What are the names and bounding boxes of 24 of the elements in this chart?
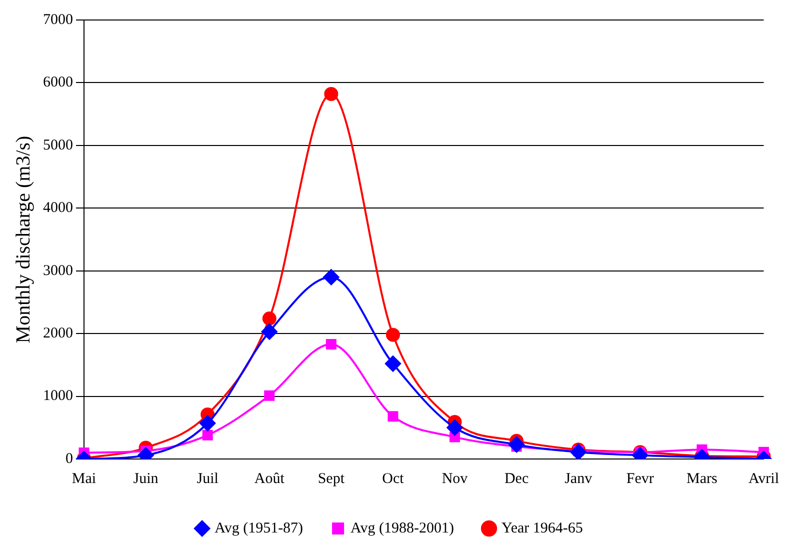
x-tick-label: Fevr: [626, 470, 654, 487]
legend-label: Year 1964-65: [502, 520, 583, 536]
y-tick-label: 6000: [43, 74, 73, 91]
x-tick-label: Sept: [318, 470, 346, 487]
x-tick-label: Janv: [564, 470, 593, 487]
y-tick-label: 4000: [43, 200, 73, 216]
x-tick-label: Août: [254, 470, 286, 487]
x-tick-label: Dec: [504, 470, 529, 487]
x-tick-label: Mars: [686, 470, 718, 487]
y-axis-title: Monthly discharge (m3/s): [12, 136, 34, 344]
x-tick-label: Juin: [133, 470, 159, 487]
x-tick-label: Avril: [748, 470, 780, 487]
legend-label: Avg (1988-2001): [350, 520, 454, 536]
x-tick-label: Nov: [442, 470, 468, 487]
y-tick-label: 0: [66, 450, 73, 467]
legend-label: Avg (1951-87): [214, 520, 304, 536]
y-tick-label: 2000: [43, 326, 73, 342]
x-tick-label: Juil: [196, 470, 218, 487]
x-tick-label: Mai: [72, 470, 96, 487]
y-tick-label: 5000: [43, 137, 73, 154]
y-tick-label: 3000: [43, 262, 73, 279]
y-tick-label: 7000: [43, 12, 73, 28]
x-tick-label: Oct: [382, 470, 405, 487]
y-tick-label: 1000: [43, 388, 73, 404]
